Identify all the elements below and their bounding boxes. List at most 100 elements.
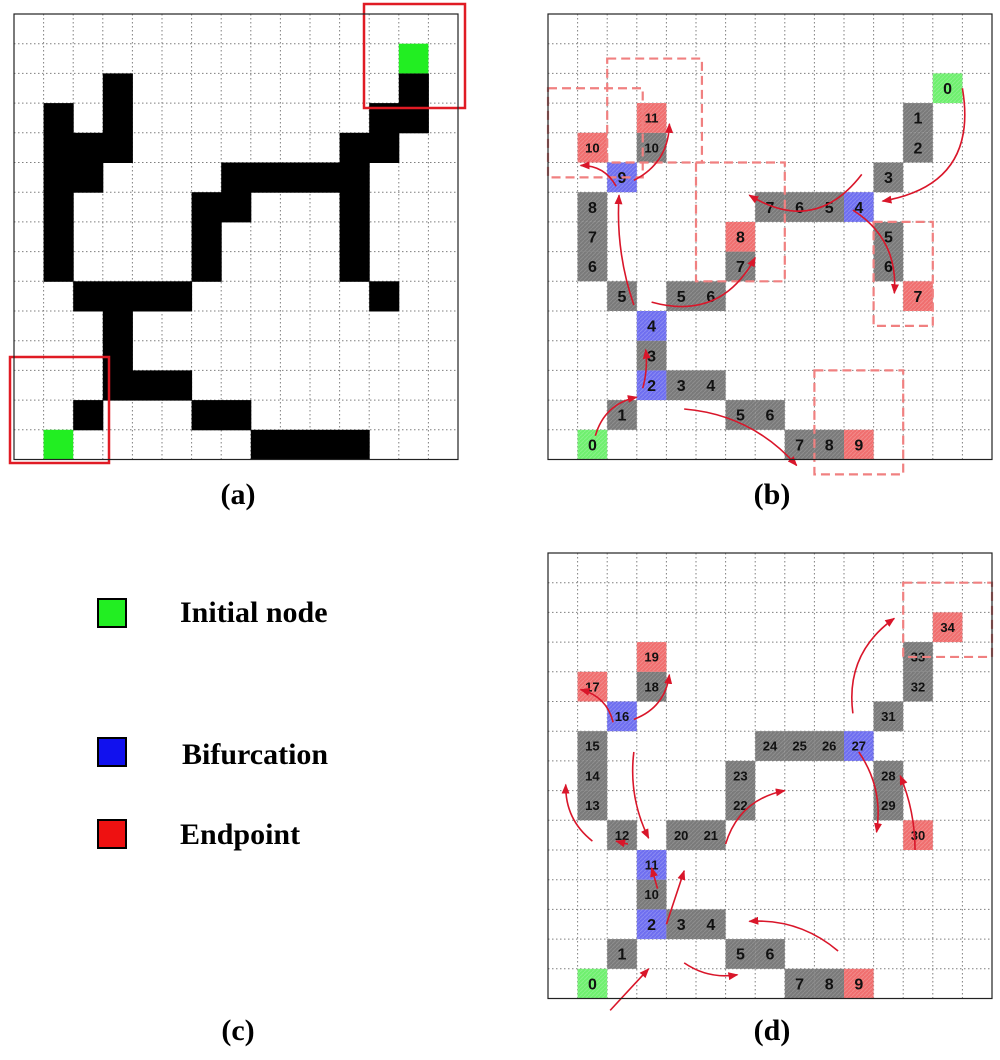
cell-label: 23 — [733, 768, 747, 783]
skeleton-pixel — [102, 103, 133, 134]
gray-cell — [873, 760, 904, 791]
cell-label: 10 — [585, 140, 599, 155]
cell-label: 5 — [618, 289, 627, 306]
cell-label: 13 — [585, 798, 599, 813]
highlight-box-start — [8, 355, 111, 465]
skeleton-pixel — [43, 251, 74, 282]
cell-label: 6 — [766, 947, 775, 964]
cell-label: 0 — [588, 976, 597, 993]
cell-label: 10 — [644, 140, 658, 155]
cell-label: 32 — [911, 679, 925, 694]
cell-label: 19 — [644, 650, 658, 665]
cell-label: 8 — [825, 976, 834, 993]
panel-b-background — [548, 14, 992, 460]
blue-cell — [636, 909, 667, 940]
skeleton-pixel — [369, 281, 400, 312]
panel-b-border — [547, 13, 993, 461]
legend-initial-label: Initial node — [180, 596, 328, 629]
cell-label: 0 — [588, 437, 597, 454]
gray-cell — [577, 251, 608, 282]
gray-cell — [607, 400, 637, 430]
red-cell — [903, 820, 933, 850]
cell-label: 4 — [854, 200, 863, 217]
gray-cell — [607, 939, 637, 969]
cell-label: 5 — [736, 947, 745, 964]
cell-label: 6 — [706, 289, 715, 306]
cell-label: 1 — [618, 947, 627, 964]
cell-label: 9 — [618, 170, 627, 187]
cell-label: 26 — [822, 739, 836, 754]
traversal-arrow — [631, 751, 650, 840]
legend-bifurcation-label: Bifurcation — [182, 738, 329, 771]
cell-label: 21 — [704, 828, 718, 843]
blue-cell — [844, 192, 874, 222]
cell-label: 16 — [615, 709, 629, 724]
highlight-box-end — [362, 2, 467, 110]
traversal-arrow — [561, 783, 593, 842]
traversal-arrow — [858, 751, 882, 834]
cell-label: 3 — [677, 917, 686, 934]
skeleton-pixel — [221, 162, 252, 193]
skeleton-pixel — [250, 162, 281, 193]
cell-label: 29 — [881, 798, 895, 813]
traversal-arrow — [684, 408, 798, 467]
red-cell — [577, 132, 608, 163]
skeleton-pixel — [102, 370, 133, 401]
cell-label: 20 — [674, 828, 688, 843]
gray-cell — [784, 429, 815, 460]
cell-label: 18 — [644, 679, 658, 694]
gray-cell — [696, 909, 726, 940]
skeleton-pixel — [339, 192, 370, 223]
cell-label: 7 — [795, 437, 804, 454]
skeleton-pixel — [339, 132, 370, 163]
panel-a-grid — [8, 2, 467, 465]
dashed-region-box — [902, 581, 994, 659]
blue-cell — [844, 731, 874, 761]
cell-label: 24 — [763, 739, 778, 754]
caption-c: (c) — [221, 1014, 255, 1047]
panel-a-background — [14, 14, 458, 460]
legend-endpoint-label: Endpoint — [180, 818, 301, 851]
gray-cell — [873, 701, 904, 732]
cell-label: 14 — [585, 768, 600, 783]
legend-initial-swatch — [97, 598, 127, 628]
gray-cell — [636, 879, 667, 910]
red-cell — [844, 429, 874, 460]
skeleton-pixel — [43, 103, 74, 134]
skeleton-pixel — [162, 281, 193, 312]
traversal-arrow — [881, 88, 966, 204]
gray-cell — [755, 400, 785, 430]
gray-cell — [666, 909, 696, 940]
skeleton-pixel — [191, 400, 222, 431]
red-cell — [577, 671, 608, 702]
cell-label: 2 — [647, 378, 656, 395]
cell-label: 2 — [647, 917, 656, 934]
cell-label: 1 — [914, 111, 923, 128]
gray-cell — [814, 968, 844, 999]
green-cell — [577, 429, 608, 460]
gray-cell — [814, 731, 844, 761]
legend-bifurcation-swatch — [97, 737, 127, 767]
skeleton-pixel — [280, 429, 311, 460]
skeleton-pixel — [310, 162, 341, 193]
gray-cell — [903, 671, 933, 702]
red-cell — [844, 968, 874, 999]
cell-label: 6 — [884, 259, 893, 276]
gray-cell — [814, 429, 844, 460]
red-cell — [932, 612, 963, 643]
traversal-arrow — [641, 348, 651, 389]
skeleton-pixel — [102, 281, 133, 312]
gray-cell — [607, 281, 637, 311]
skeleton-pixel — [339, 251, 370, 282]
traversal-arrow — [683, 962, 739, 981]
dashed-region-box — [872, 220, 934, 327]
gray-cell — [903, 132, 933, 163]
gray-cell — [666, 820, 696, 850]
skeleton-pixel — [73, 400, 104, 431]
caption-b: (b) — [753, 478, 791, 511]
skeleton-pixel — [398, 73, 429, 104]
green-cell — [932, 73, 963, 104]
